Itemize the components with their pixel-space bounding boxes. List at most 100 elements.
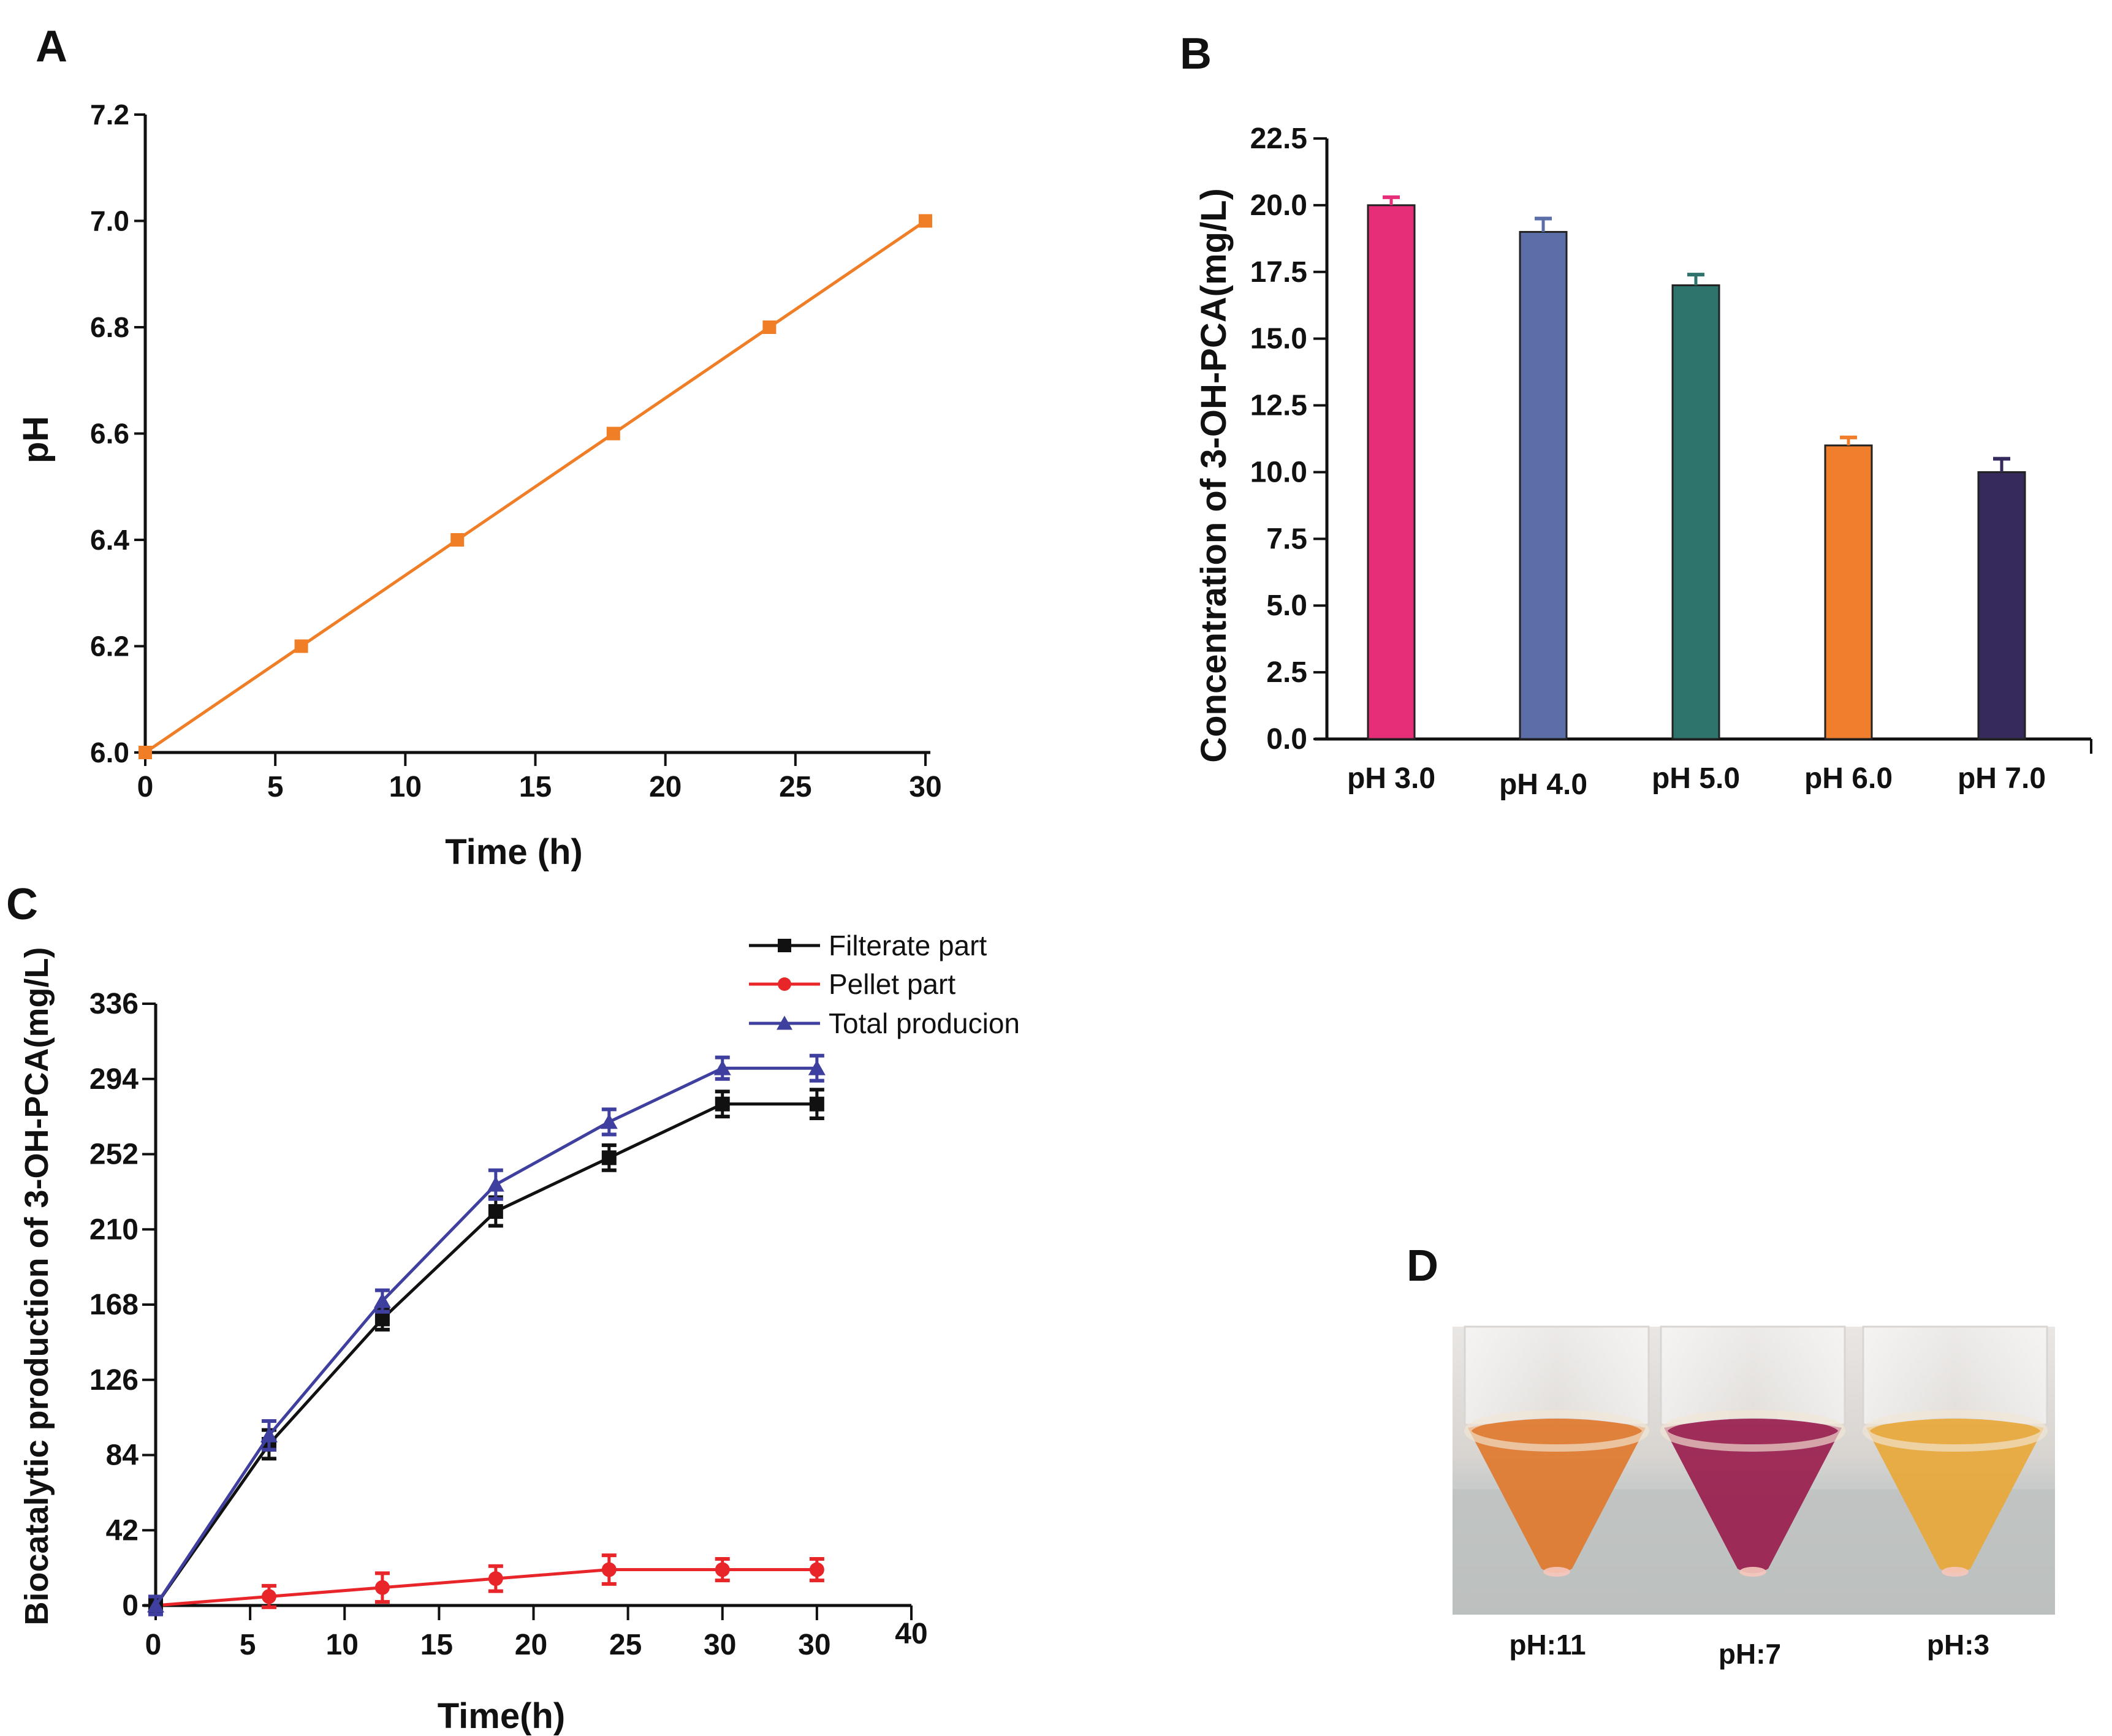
chart-c-data-point	[374, 1311, 390, 1327]
chart-b-y-axis-title: Concentration of 3-OH-PCA(mg/L)	[1194, 188, 1234, 763]
tube-foam	[1464, 1410, 1649, 1452]
chart-c-data-point	[260, 1427, 278, 1442]
chart-b-y-tick-label: 22.5	[1250, 123, 1307, 155]
chart-c-x-tick-label: 15	[420, 1629, 453, 1661]
tube-foam	[1863, 1410, 2048, 1452]
chart-c-production-vs-time: 0 42 84 126 168 210 252 294 336 0 5 10 15 20 25 30 30 40…	[18, 930, 1020, 1736]
chart-a-ph-vs-time: 6.0 6.2 6.4 6.6 6.8 7.0 7.2 0 5 10 15 20 25 30 Time …	[16, 99, 942, 872]
chart-b-y-tick-label: 17.5	[1250, 256, 1307, 289]
tube-label: pH:3	[1927, 1629, 1989, 1661]
chart-c-data-point	[600, 1113, 618, 1129]
chart-b-y-tick-label: 10.0	[1250, 456, 1307, 488]
tube	[1660, 1325, 1846, 1577]
chart-c-data-point	[261, 1589, 276, 1604]
chart-c-data-point	[715, 1096, 730, 1112]
chart-c-series-total-producion	[147, 1053, 826, 1617]
tube-liquid	[1664, 1419, 1842, 1574]
chart-c-y-tick-label: 336	[89, 988, 139, 1020]
tube-foam	[1660, 1410, 1845, 1452]
photo-labels: pH:11 pH:7 pH:3	[1509, 1629, 1989, 1670]
chart-a-x-tick-label: 5	[267, 771, 284, 803]
panel-letter-d: D	[1407, 1241, 1438, 1291]
panel-letter-a: A	[36, 22, 67, 71]
chart-b-bar	[1824, 444, 1873, 740]
chart-c-x-ticks: 0 5 10 15 20 25 30 30 40	[145, 1605, 928, 1661]
chart-c-y-tick-label: 168	[89, 1289, 139, 1321]
tube	[1862, 1325, 2048, 1577]
legend-marker-square-icon	[778, 939, 791, 952]
chart-a-data-point	[294, 639, 308, 653]
chart-b-category-label: pH 7.0	[1958, 762, 2046, 795]
legend-label: Filterate part	[829, 930, 987, 961]
chart-c-data-point	[487, 1176, 504, 1192]
chart-c-y-tick-label: 252	[89, 1139, 139, 1171]
chart-a-x-tick-label: 30	[909, 771, 941, 803]
chart-a-x-tick-label: 0	[137, 771, 154, 803]
chart-c-data-point	[809, 1096, 824, 1112]
chart-c-y-tick-label: 0	[122, 1590, 139, 1622]
chart-a-y-tick-label: 6.4	[90, 524, 129, 556]
chart-b-bar	[1519, 230, 1568, 740]
chart-a-y-axis-title: pH	[16, 416, 56, 463]
chart-c-x-tick-label: 5	[240, 1629, 256, 1661]
legend-marker-circle-icon	[778, 977, 791, 991]
tube-glass	[1464, 1325, 1650, 1426]
chart-c-data-point	[488, 1571, 503, 1586]
chart-b-category-label: pH 5.0	[1652, 762, 1740, 795]
chart-c-legend: Filterate part Pellet part Total producion	[749, 930, 1020, 1039]
chart-b-y-ticks: 0.0 2.5 5.0 7.5 10.0 12.5 15.0 17.5 20.0 22.5	[1250, 123, 1327, 756]
chart-a-data-point	[139, 746, 152, 759]
chart-b-y-tick-label: 15.0	[1250, 323, 1307, 355]
chart-c-y-tick-label: 42	[106, 1514, 139, 1547]
chart-c-data-point	[713, 1059, 731, 1075]
tube-tip	[1942, 1567, 1969, 1577]
chart-c-y-tick-label: 84	[106, 1439, 139, 1472]
chart-c-series	[147, 1053, 826, 1617]
chart-c-series-line	[154, 1102, 817, 1607]
chart-b-y-tick-label: 7.5	[1266, 523, 1307, 555]
legend-marker-triangle-icon	[777, 1015, 792, 1030]
chart-b-concentration-bar: 0.0 2.5 5.0 7.5 10.0 12.5 15.0 17.5 20.0 22.5 pH …	[1194, 123, 2092, 801]
chart-b-y-tick-label: 5.0	[1266, 589, 1307, 622]
chart-b-category-label: pH 3.0	[1347, 762, 1435, 795]
legend-label: Total producion	[829, 1007, 1020, 1039]
chart-a-y-tick-label: 6.2	[90, 631, 129, 662]
chart-b-category-label: pH 6.0	[1804, 762, 1893, 795]
chart-c-series-filterate-part	[148, 1088, 824, 1613]
tube-tip	[1543, 1567, 1570, 1577]
chart-a-data-point	[762, 320, 777, 334]
chart-a-data-point	[606, 426, 620, 441]
chart-c-data-point	[373, 1292, 391, 1308]
chart-b-bar	[1367, 204, 1416, 740]
chart-b-y-tick-label: 2.5	[1266, 656, 1307, 689]
tube-liquid	[1468, 1419, 1646, 1574]
tube-photo: pH:11 pH:7 pH:3	[1453, 1325, 2055, 1670]
tube-label: pH:11	[1509, 1629, 1586, 1661]
chart-c-x-tick-label: 25	[609, 1629, 642, 1661]
chart-a-y-tick-label: 7.0	[90, 205, 129, 237]
chart-b-y-tick-label: 12.5	[1250, 390, 1307, 422]
photo-tubes	[1464, 1325, 2048, 1577]
chart-c-x-tick-label: 30	[704, 1629, 736, 1661]
chart-b-y-tick-label: 20.0	[1250, 189, 1307, 222]
chart-b-category-label: pH 4.0	[1499, 768, 1587, 801]
tube-liquid	[1866, 1419, 2044, 1574]
chart-c-data-point	[809, 1562, 824, 1577]
chart-a-y-tick-label: 6.8	[90, 311, 129, 343]
chart-b-bar	[1671, 284, 1720, 740]
chart-b-x-labels: pH 3.0 pH 4.0 pH 5.0 pH 6.0 pH 7.0	[1347, 762, 2046, 801]
chart-a-series-line	[144, 219, 927, 754]
chart-a-x-tick-label: 20	[649, 771, 682, 803]
chart-a-y-tick-label: 6.0	[90, 737, 129, 768]
chart-a-x-tick-label: 15	[519, 771, 552, 803]
chart-c-x-tick-label: 40	[895, 1618, 927, 1650]
chart-c-data-point	[488, 1204, 503, 1219]
chart-c-data-point	[601, 1150, 617, 1166]
tube	[1464, 1325, 1650, 1577]
panel-letter-b: B	[1180, 29, 1212, 78]
chart-c-data-point	[808, 1059, 826, 1075]
chart-c-x-tick-label: 0	[145, 1629, 162, 1661]
chart-c-data-point	[715, 1562, 730, 1577]
chart-a-y-ticks: 6.0 6.2 6.4 6.6 6.8 7.0 7.2	[90, 99, 145, 768]
